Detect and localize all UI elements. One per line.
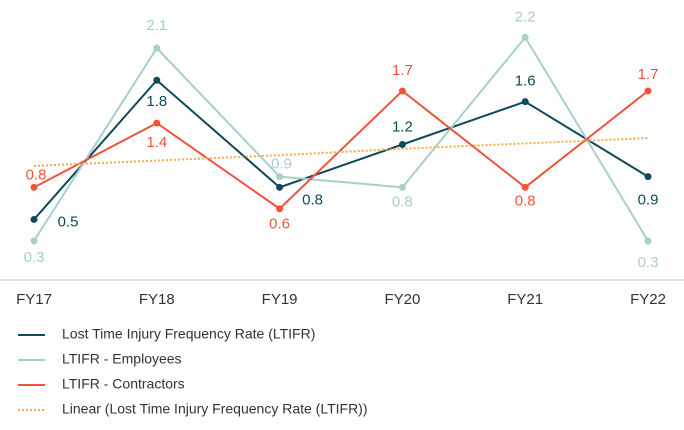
data-label: 0.8 [26,166,47,183]
data-label: 0.3 [638,254,659,271]
x-tick-label: FY17 [16,291,52,308]
point [644,173,652,181]
legend-label: Lost Time Injury Frequency Rate (LTIFR) [62,326,315,342]
point [398,183,406,191]
x-tick-label: FY20 [384,291,420,308]
x-tick-label: FY22 [630,291,666,308]
data-label: 0.8 [515,192,536,209]
data-label: 0.9 [271,156,292,173]
point [521,33,529,41]
point [398,87,406,95]
point [30,183,38,191]
legend-label: LTIFR - Employees [62,351,182,367]
data-label: 0.3 [24,249,45,266]
point [153,119,161,127]
data-label: 1.4 [146,134,167,151]
point [30,237,38,245]
point [276,205,284,213]
data-label: 0.5 [58,213,79,230]
data-label: 1.7 [638,66,659,83]
data-label: 1.6 [515,73,536,90]
data-label: 2.2 [515,8,536,25]
data-label: 0.9 [638,192,659,209]
legend-label: Linear (Lost Time Injury Frequency Rate … [62,401,368,417]
x-tick-label: FY21 [507,291,543,308]
point [276,183,284,191]
point [276,173,284,181]
data-label: 0.6 [269,216,290,233]
x-tick-label: FY19 [262,291,298,308]
point [521,183,529,191]
data-label: 1.2 [392,118,413,135]
point [521,98,529,106]
data-label: 0.8 [392,193,413,210]
series-line [33,78,649,221]
x-tick-label: FY18 [139,291,175,308]
data-label: 0.8 [302,191,323,208]
series-line [33,89,649,211]
point [30,215,38,223]
trend-line [33,137,649,167]
point [398,141,406,148]
data-label: 2.1 [146,17,167,34]
series-line [33,35,649,242]
legend-label: LTIFR - Contractors [62,376,185,392]
point [644,237,652,245]
point [153,44,161,52]
point [153,76,161,84]
data-label: 1.8 [146,93,167,110]
data-label: 1.7 [392,62,413,79]
point [644,87,652,95]
